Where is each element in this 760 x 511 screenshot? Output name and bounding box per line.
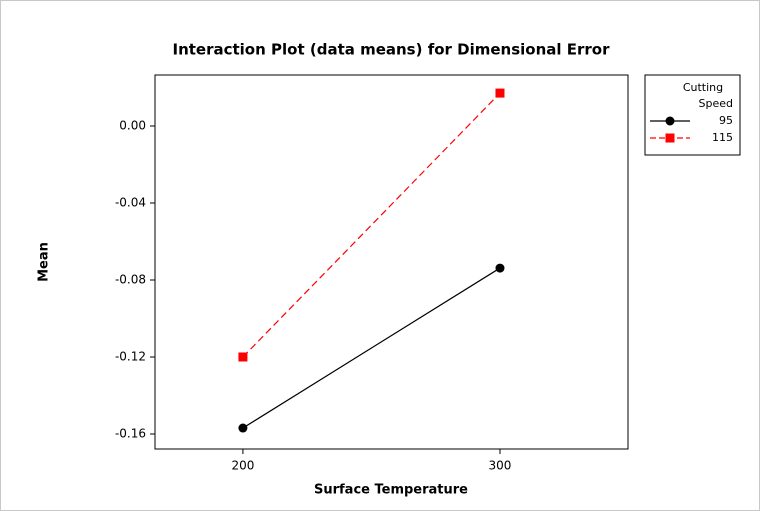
x-tick-label: 300	[489, 459, 512, 473]
x-axis-label: Surface Temperature	[314, 483, 468, 498]
legend-label: 95	[719, 114, 733, 127]
y-tick-label: -0.12	[115, 349, 146, 363]
x-tick-label: 200	[231, 459, 254, 473]
legend-box	[644, 74, 741, 156]
legend-title: Cutting	[683, 81, 723, 94]
marker	[238, 423, 248, 433]
series-line	[242, 92, 501, 358]
legend-title: Speed	[699, 97, 733, 110]
y-tick-label: -0.16	[115, 426, 146, 440]
plot-frame	[154, 74, 629, 450]
marker	[238, 352, 248, 362]
legend-marker	[665, 116, 675, 126]
series-line	[242, 267, 501, 429]
marker	[495, 88, 505, 98]
y-tick-label: -0.04	[115, 196, 146, 210]
y-tick-label: 0.00	[119, 119, 146, 133]
y-axis-label: Mean	[37, 242, 52, 282]
legend-label: 115	[712, 131, 733, 144]
y-tick-label: -0.08	[115, 272, 146, 286]
chart-title: Interaction Plot (data means) for Dimens…	[172, 41, 610, 59]
legend-marker	[665, 133, 675, 143]
marker	[495, 263, 505, 273]
